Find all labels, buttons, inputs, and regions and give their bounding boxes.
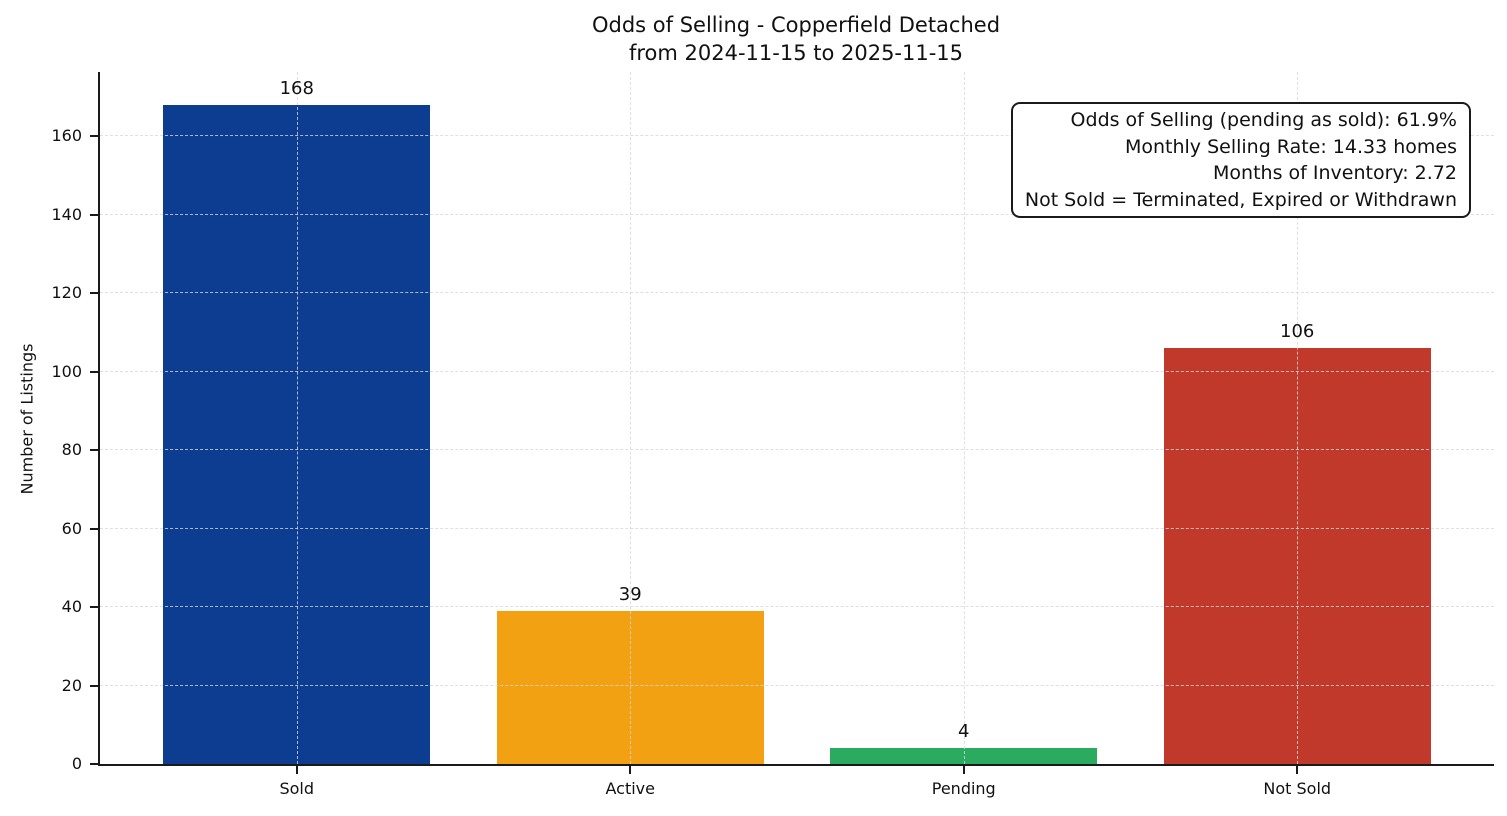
bar-value-label-active: 39 [618, 584, 642, 606]
bar-value-label-sold: 168 [279, 77, 314, 99]
annotation-line-inventory: Months of Inventory: 2.72 [1213, 162, 1457, 184]
chart-title-line2: from 2024-11-15 to 2025-11-15 [628, 41, 964, 65]
y-axis-tick [90, 527, 98, 530]
y-tick-label: 100 [51, 361, 82, 381]
bar-not-sold [1163, 348, 1431, 764]
y-tick-label: 60 [61, 518, 82, 538]
chart-title: Odds of Selling - Copperfield Detached f… [98, 11, 1494, 67]
bar-value-label-pending: 4 [958, 721, 970, 743]
y-axis-tick [90, 213, 98, 216]
bar-pending [830, 748, 1098, 764]
x-tick-label-active: Active [605, 779, 656, 798]
x-tick-label-pending: Pending [931, 779, 996, 798]
x-tick-label-sold: Sold [279, 779, 315, 798]
x-axis-tick [962, 766, 965, 774]
y-axis-label: Number of Listings [17, 343, 37, 495]
y-axis-tick [90, 449, 98, 452]
bar-sold [163, 104, 431, 764]
y-tick-label: 0 [71, 754, 82, 774]
y-tick-label: 140 [51, 204, 82, 224]
annotation-box: Odds of Selling (pending as sold): 61.9%… [1010, 102, 1471, 218]
y-tick-label: 80 [61, 440, 82, 460]
y-axis-tick [90, 370, 98, 373]
y-tick-label: 120 [51, 283, 82, 303]
x-axis-tick [629, 766, 632, 774]
y-tick-label: 40 [61, 597, 82, 617]
bar-active [496, 611, 764, 764]
chart-title-line1: Odds of Selling - Copperfield Detached [591, 13, 1001, 37]
annotation-line-rate: Monthly Selling Rate: 14.33 homes [1124, 135, 1457, 158]
annotation-line-odds: Odds of Selling (pending as sold): 61.9% [1070, 109, 1457, 131]
y-axis-tick [90, 684, 98, 687]
y-axis-tick [90, 135, 98, 138]
x-axis-tick [295, 766, 298, 774]
vertical-gridline [963, 72, 965, 764]
y-axis-tick [90, 606, 98, 609]
y-tick-label: 160 [51, 126, 82, 146]
x-tick-label-not-sold: Not Sold [1263, 779, 1332, 798]
annotation-line-notsold: Not Sold = Terminated, Expired or Withdr… [1024, 188, 1457, 211]
y-axis-tick [90, 763, 98, 765]
y-tick-label: 20 [61, 675, 82, 695]
y-axis-tick [90, 292, 98, 295]
bar-value-label-not-sold: 106 [1280, 321, 1315, 343]
x-axis-tick [1296, 766, 1299, 774]
